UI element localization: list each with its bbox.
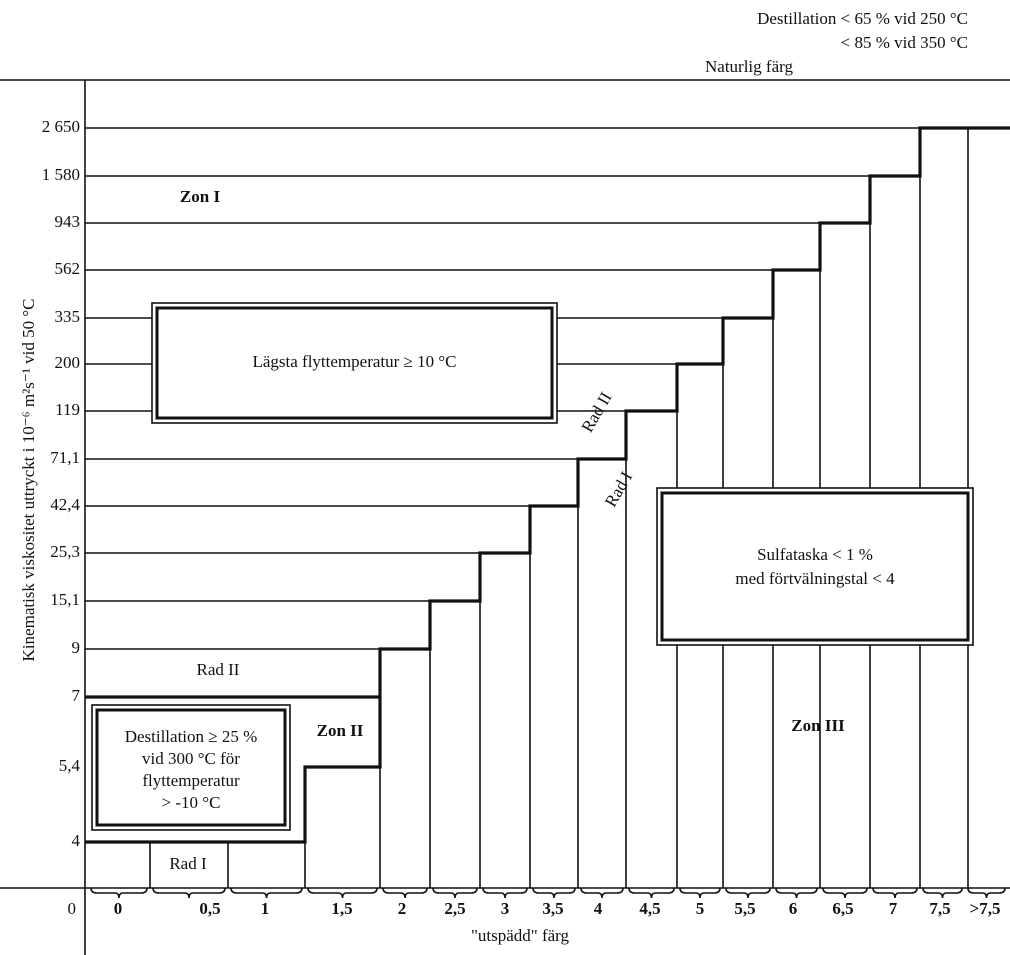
box-frame	[155, 306, 554, 420]
box-frame	[91, 704, 291, 831]
brace	[382, 887, 428, 899]
box-frame	[656, 487, 974, 646]
y-label: 1 580	[42, 165, 80, 184]
row-label: Rad I	[169, 854, 207, 873]
x-label: 6,5	[832, 899, 853, 918]
y-axis-title: Kinematisk viskositet uttryckt i 10⁻⁶ m²…	[19, 299, 38, 662]
brace	[775, 887, 818, 899]
brace	[482, 887, 528, 899]
row-label: Rad I	[601, 468, 636, 510]
x-label: 2,5	[444, 899, 465, 918]
box-text: Lägsta flyttemperatur ≥ 10 °C	[252, 352, 456, 371]
brace	[230, 887, 303, 899]
box-frame	[95, 708, 287, 827]
y-label: 562	[55, 259, 81, 278]
header-text: Naturlig färg	[705, 57, 793, 76]
y-label: 42,4	[50, 495, 80, 514]
y-label: 9	[72, 638, 81, 657]
x-label: 7,5	[929, 899, 950, 918]
y-label: 0	[68, 899, 77, 918]
y-label: 200	[55, 353, 81, 372]
box-text: Destillation ≥ 25 %	[125, 727, 258, 746]
y-label: 119	[55, 400, 80, 419]
x-label: 3,5	[542, 899, 563, 918]
brace	[90, 887, 148, 899]
brace	[152, 887, 226, 899]
zone-boundary	[85, 126, 1010, 844]
y-label: 2 650	[42, 117, 80, 136]
y-label: 943	[55, 212, 81, 231]
zone-label: Zon II	[317, 721, 364, 740]
y-label: 4	[72, 831, 81, 850]
box-text: med förtvälningstal < 4	[735, 569, 895, 588]
x-label: >7,5	[970, 899, 1001, 918]
brace	[432, 887, 478, 899]
box-frame	[660, 491, 970, 642]
y-label: 7	[72, 686, 81, 705]
row-label: Rad II	[197, 660, 240, 679]
brace	[628, 887, 675, 899]
brace	[679, 887, 721, 899]
x-label: 0,5	[199, 899, 220, 918]
x-label: 7	[889, 899, 898, 918]
x-axis-title: "utspädd" färg	[471, 926, 570, 945]
x-label: 4	[594, 899, 603, 918]
brace	[307, 887, 378, 899]
y-label: 15,1	[50, 590, 80, 609]
header-text: < 85 % vid 350 °C	[841, 33, 968, 52]
x-label: 4,5	[639, 899, 660, 918]
brace	[580, 887, 624, 899]
brace	[872, 887, 918, 899]
zone-label: Zon III	[791, 716, 845, 735]
box-text: flyttemperatur	[142, 771, 240, 790]
brace	[922, 887, 963, 899]
row-label: Rad II	[578, 389, 616, 436]
x-label: 1,5	[331, 899, 352, 918]
x-label: 6	[789, 899, 798, 918]
x-label: 1	[261, 899, 270, 918]
x-label: 5	[696, 899, 705, 918]
box-frame	[151, 302, 558, 424]
y-label: 71,1	[50, 448, 80, 467]
y-label: 25,3	[50, 542, 80, 561]
x-label: 3	[501, 899, 510, 918]
x-label: 0	[114, 899, 123, 918]
zone-label: Zon I	[180, 187, 221, 206]
brace	[532, 887, 576, 899]
box-text: Sulfataska < 1 %	[757, 545, 873, 564]
header-text: Destillation < 65 % vid 250 °C	[757, 9, 968, 28]
box-text: vid 300 °C för	[142, 749, 240, 768]
brace	[725, 887, 771, 899]
y-label: 335	[55, 307, 81, 326]
brace	[967, 887, 1006, 899]
y-label: 5,4	[59, 756, 81, 775]
x-label: 5,5	[734, 899, 755, 918]
brace	[822, 887, 868, 899]
x-label: 2	[398, 899, 407, 918]
box-text: > -10 °C	[162, 793, 221, 812]
